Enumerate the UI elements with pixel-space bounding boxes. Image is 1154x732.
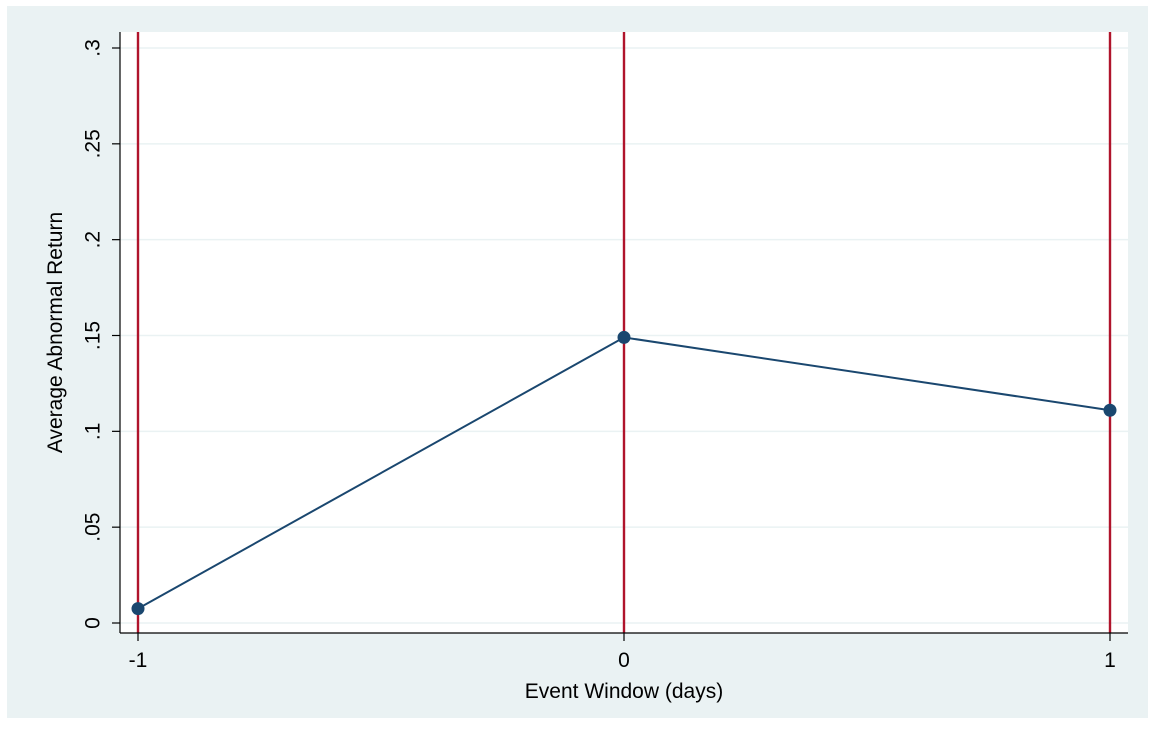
series [131,330,1117,616]
x-tick-label: 1 [1104,649,1116,672]
data-point [131,602,145,616]
y-tick-label: .25 [82,129,105,158]
x-axis-title: Event Window (days) [525,680,723,703]
y-tick-label: 0 [82,617,105,629]
y-tick-label: .15 [82,321,105,350]
data-point [617,330,631,344]
y-tick-label: .05 [82,513,105,542]
y-tick-label: .1 [82,423,105,441]
y-tick-label: .3 [82,39,105,57]
x-tick-label: 0 [618,649,630,672]
data-point [1103,403,1117,417]
axes: 0 .05 .1 .15 .2 .25 .3 -1 0 1 [82,32,1128,672]
y-tick-label: .2 [82,231,105,249]
x-tick-label: -1 [129,649,148,672]
y-axis-title: Average Abnormal Return [44,212,67,453]
